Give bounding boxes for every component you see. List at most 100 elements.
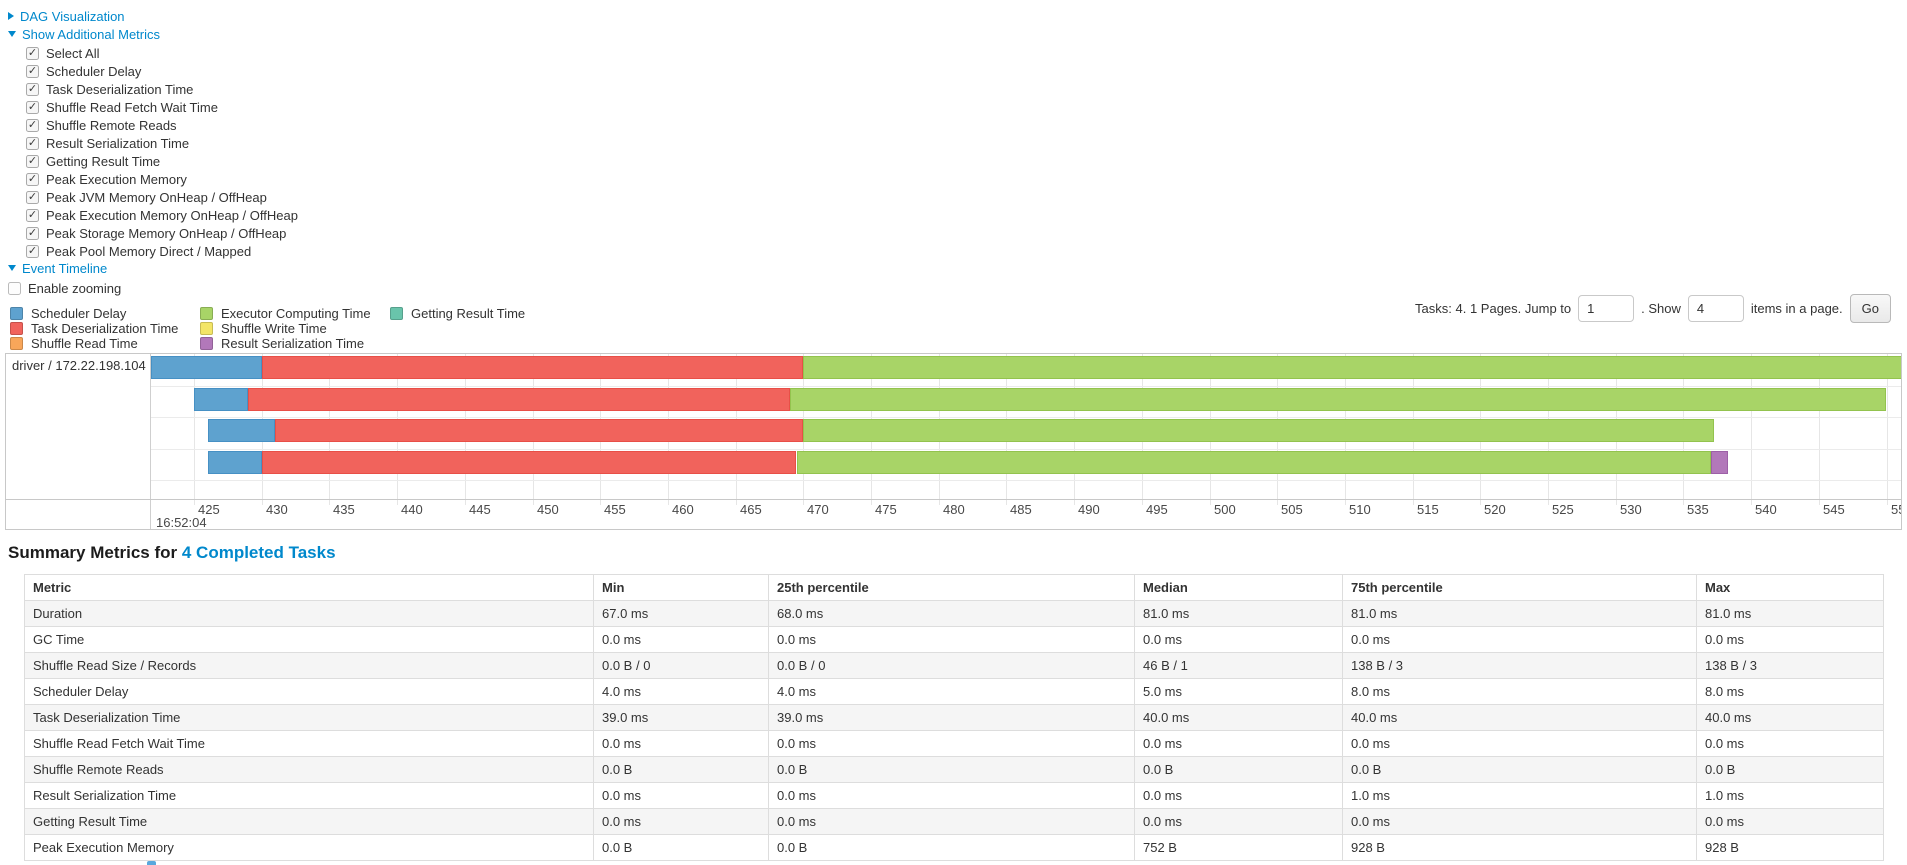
checked-checkbox[interactable]: ✓ <box>26 226 39 240</box>
result_serialization-bar-segment[interactable] <box>1710 451 1729 474</box>
metric-value-cell: 0.0 B / 0 <box>593 652 769 679</box>
metric-value-cell: 0.0 ms <box>1134 808 1343 835</box>
axis-tick-label: 530 <box>1620 502 1642 517</box>
legend-column-2: Executor Computing Time Shuffle Write Tim… <box>200 306 371 351</box>
metric-checkbox-row[interactable]: ✓ Getting Result Time <box>26 152 298 170</box>
axis-tick-label: 520 <box>1484 502 1506 517</box>
metric-value-cell: 0.0 B <box>1342 756 1697 783</box>
axis-tick-label: 470 <box>807 502 829 517</box>
metric-value-cell: 40.0 ms <box>1134 704 1343 731</box>
row-separator-line <box>151 448 1901 450</box>
caret-down-icon <box>8 265 16 271</box>
metric-checkbox-row[interactable]: ✓ Select All <box>26 44 298 62</box>
row-separator-line <box>151 480 1901 481</box>
legend-label: Scheduler Delay <box>31 305 127 321</box>
table-body: Duration 67.0 ms 68.0 ms 81.0 ms 81.0 ms 81.0… <box>24 600 1884 861</box>
metric-value-cell: 0.0 B <box>1696 756 1884 783</box>
metric-value-cell: 0.0 B <box>1134 756 1343 783</box>
checked-checkbox[interactable]: ✓ <box>26 64 39 78</box>
metric-value-cell: 0.0 ms <box>1342 808 1697 835</box>
metric-checkbox-label: Select All <box>46 45 100 61</box>
metric-checkbox-row[interactable]: ✓ Result Serialization Time <box>26 134 298 152</box>
metric-checkbox-row[interactable]: ✓ Scheduler Delay <box>26 62 298 80</box>
checked-checkbox[interactable]: ✓ <box>26 172 39 186</box>
metric-name-cell: Task Deserialization Time <box>24 704 594 731</box>
table-row: Shuffle Remote Reads 0.0 B 0.0 B 0.0 B 0.0 B… <box>24 756 1884 783</box>
legend-item: Scheduler Delay <box>10 305 178 321</box>
task_deserialization-bar-segment[interactable] <box>261 451 797 474</box>
metric-value-cell: 39.0 ms <box>593 704 769 731</box>
show-additional-metrics-label[interactable]: Show Additional Metrics <box>22 26 161 42</box>
executor_computing-bar-segment[interactable] <box>803 356 1901 379</box>
timeline-plot[interactable]: 425 430 435 440 445 450 455 460 465 470 475 480 485 4… <box>151 354 1901 529</box>
metric-value-cell: 138 B / 3 <box>1342 652 1697 679</box>
metric-checkbox-row[interactable]: ✓ Peak Execution Memory <box>26 170 298 188</box>
metric-value-cell: 0.0 B / 0 <box>768 652 1135 679</box>
metric-checkbox-row[interactable]: ✓ Peak JVM Memory OnHeap / OffHeap <box>26 188 298 206</box>
dag-visualization-toggle[interactable]: DAG Visualization <box>8 8 125 24</box>
metric-checkbox-row[interactable]: ✓ Shuffle Remote Reads <box>26 116 298 134</box>
jump-to-page-input[interactable] <box>1578 295 1635 322</box>
go-button[interactable]: Go <box>1849 294 1891 323</box>
task_deserialization-bar-segment[interactable] <box>248 388 790 411</box>
legend-label: Shuffle Read Time <box>31 335 138 351</box>
metric-checkbox-label: Peak Pool Memory Direct / Mapped <box>46 243 252 259</box>
metric-value-cell: 0.0 B <box>768 834 1135 861</box>
checked-checkbox[interactable]: ✓ <box>26 46 39 60</box>
getting_result-swatch-icon <box>390 306 403 320</box>
table-header-cell: 75th percentile <box>1342 574 1697 601</box>
checked-checkbox[interactable]: ✓ <box>26 190 39 204</box>
axis-tick-label: 485 <box>1010 502 1032 517</box>
table-row: GC Time 0.0 ms 0.0 ms 0.0 ms 0.0 ms 0.0 ms <box>24 626 1884 653</box>
executor_computing-bar-segment[interactable] <box>796 451 1711 474</box>
metric-value-cell: 0.0 ms <box>1342 626 1697 653</box>
metric-value-cell: 8.0 ms <box>1696 678 1884 705</box>
enable-zooming-row[interactable]: Enable zooming <box>8 279 121 297</box>
checked-checkbox[interactable]: ✓ <box>26 244 39 258</box>
dag-visualization-label[interactable]: DAG Visualization <box>20 8 125 24</box>
metric-value-cell: 0.0 ms <box>1134 730 1343 757</box>
legend-item: Result Serialization Time <box>200 336 371 351</box>
metric-name-cell: Scheduler Delay <box>24 678 594 705</box>
metric-value-cell: 928 B <box>1342 834 1697 861</box>
event-timeline-toggle[interactable]: Event Timeline <box>8 260 107 276</box>
metric-checkbox-row[interactable]: ✓ Peak Pool Memory Direct / Mapped <box>26 242 298 260</box>
checked-checkbox[interactable]: ✓ <box>26 154 39 168</box>
task_deserialization-bar-segment[interactable] <box>261 356 804 379</box>
axis-gridline <box>1887 354 1888 505</box>
caret-right-icon <box>8 12 14 20</box>
executor_computing-bar-segment[interactable] <box>789 388 1887 411</box>
checked-checkbox[interactable]: ✓ <box>26 118 39 132</box>
shuffle_read-swatch-icon <box>10 336 23 350</box>
task_deserialization-bar-segment[interactable] <box>275 419 804 442</box>
metric-checkbox-row[interactable]: ✓ Peak Execution Memory OnHeap / OffHeap <box>26 206 298 224</box>
executor_computing-bar-segment[interactable] <box>803 419 1715 442</box>
metric-checkbox-label: Peak Storage Memory OnHeap / OffHeap <box>46 225 287 241</box>
executor-group-label: driver / 172.22.198.104 <box>12 358 146 373</box>
pagination-mid: . Show <box>1641 301 1681 316</box>
enable-zooming-checkbox[interactable] <box>8 281 21 295</box>
table-header-cell: Min <box>593 574 769 601</box>
table-header-cell: Median <box>1134 574 1343 601</box>
scheduler_delay-bar-segment[interactable] <box>194 388 249 411</box>
scheduler_delay-bar-segment[interactable] <box>151 356 262 379</box>
checked-checkbox[interactable]: ✓ <box>26 82 39 96</box>
metric-checkbox-row[interactable]: ✓ Shuffle Read Fetch Wait Time <box>26 98 298 116</box>
scheduler_delay-bar-segment[interactable] <box>207 419 276 442</box>
axis-tick-label: 515 <box>1417 502 1439 517</box>
completed-tasks-link[interactable]: 4 Completed Tasks <box>181 543 336 562</box>
show-additional-metrics-toggle[interactable]: Show Additional Metrics <box>8 26 160 42</box>
metric-checkbox-label: Task Deserialization Time <box>46 81 194 97</box>
checked-checkbox[interactable]: ✓ <box>26 136 39 150</box>
metric-value-cell: 4.0 ms <box>768 678 1135 705</box>
checked-checkbox[interactable]: ✓ <box>26 100 39 114</box>
scheduler_delay-bar-segment[interactable] <box>207 451 262 474</box>
checked-checkbox[interactable]: ✓ <box>26 208 39 222</box>
metric-value-cell: 68.0 ms <box>768 600 1135 627</box>
axis-tick-label: 490 <box>1078 502 1100 517</box>
metric-checkbox-row[interactable]: ✓ Peak Storage Memory OnHeap / OffHeap <box>26 224 298 242</box>
event-timeline-label[interactable]: Event Timeline <box>22 260 108 276</box>
metric-checkbox-row[interactable]: ✓ Task Deserialization Time <box>26 80 298 98</box>
axis-tick-label: 545 <box>1823 502 1845 517</box>
items-per-page-input[interactable] <box>1687 295 1744 322</box>
